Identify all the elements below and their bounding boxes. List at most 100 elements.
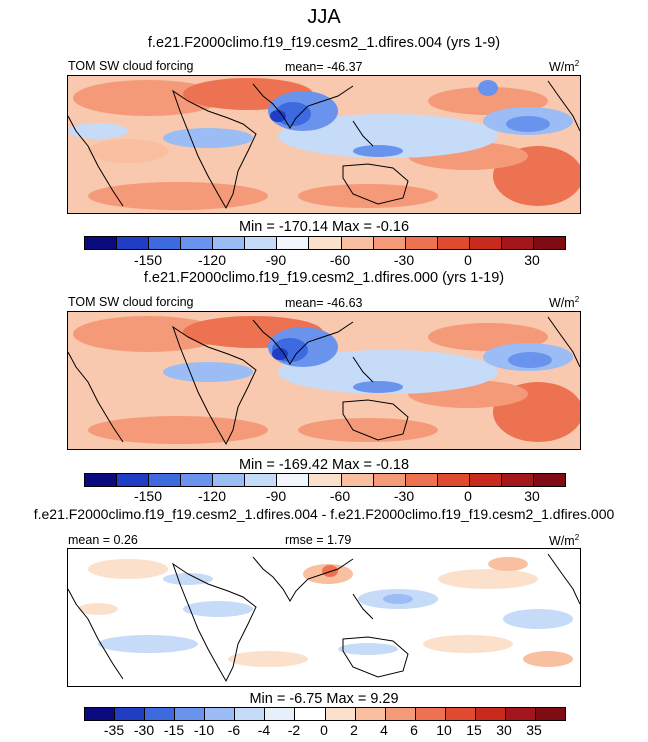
- colorbar-segment: [325, 708, 356, 720]
- panel3-minmax: Min = -6.75 Max = 9.29: [249, 691, 399, 707]
- colorbar-tick-label: -4: [257, 722, 271, 738]
- colorbar-segment: [277, 237, 310, 249]
- panel1-map: [67, 75, 581, 214]
- colorbar-segment: [437, 237, 470, 249]
- colorbar-segment: [85, 708, 116, 720]
- colorbar-segment: [309, 237, 342, 249]
- colorbar-segment: [355, 708, 386, 720]
- colorbar-segment: [181, 237, 214, 249]
- colorbar-segment: [385, 708, 416, 720]
- colorbar-tick-label: 4: [380, 722, 388, 738]
- colorbar-segment: [115, 708, 146, 720]
- colorbar-segment: [437, 474, 470, 486]
- panel2-colorbar: [84, 473, 566, 487]
- colorbar-tick-label: -60: [329, 488, 351, 504]
- panel3-mean-label: mean = 0.26: [68, 533, 138, 547]
- colorbar-tick-label: 35: [526, 722, 542, 738]
- colorbar-segment: [245, 474, 278, 486]
- panel3-rmse-label: rmse = 1.79: [285, 533, 352, 547]
- colorbar-segment: [265, 708, 296, 720]
- colorbar-tick-label: 0: [464, 252, 472, 268]
- colorbar-tick-label: 0: [320, 722, 328, 738]
- colorbar-tick-label: 10: [436, 722, 452, 738]
- panel1-colorbar: [84, 236, 566, 250]
- panel2-title: f.e21.F2000climo.f19_f19.cesm2_1.dfires.…: [143, 270, 505, 286]
- colorbar-tick-label: -15: [163, 722, 185, 738]
- colorbar-segment: [405, 474, 438, 486]
- colorbar-segment: [235, 708, 266, 720]
- colorbar-segment: [475, 708, 506, 720]
- colorbar-tick-label: 2: [350, 722, 358, 738]
- panel1-colorbar-ticks: -150 -120 -90 -60 -30 0 30: [84, 252, 564, 268]
- panel3-units: W/m2: [549, 533, 580, 549]
- colorbar-segment: [469, 474, 502, 486]
- colorbar-segment: [149, 237, 182, 249]
- colorbar-tick-label: -120: [197, 252, 227, 268]
- colorbar-segment: [117, 237, 150, 249]
- figure-title: JJA: [307, 6, 341, 28]
- panel2-units: W/m2: [549, 295, 580, 311]
- panel1-mean-label: mean= -46.37: [285, 60, 363, 74]
- colorbar-segment: [309, 474, 342, 486]
- colorbar-tick-label: -150: [133, 252, 163, 268]
- panel3-colorbar-ticks: -35 -30 -15 -10 -6 -4 -2 0 2 4 6 10 15 30 35: [84, 722, 564, 738]
- panel2-map: [67, 311, 581, 450]
- colorbar-segment: [505, 708, 536, 720]
- colorbar-segment: [295, 708, 326, 720]
- colorbar-tick-label: 30: [524, 252, 540, 268]
- panel2-colorbar-ticks: -150 -120 -90 -60 -30 0 30: [84, 488, 564, 504]
- colorbar-segment: [181, 474, 214, 486]
- panel2-minmax: Min = -169.42 Max = -0.18: [238, 457, 410, 473]
- colorbar-tick-label: 0: [464, 488, 472, 504]
- colorbar-tick-label: -30: [393, 488, 415, 504]
- colorbar-tick-label: -35: [103, 722, 125, 738]
- colorbar-segment: [501, 474, 534, 486]
- colorbar-segment: [533, 237, 565, 249]
- colorbar-tick-label: -150: [133, 488, 163, 504]
- colorbar-segment: [501, 237, 534, 249]
- colorbar-tick-label: -30: [133, 722, 155, 738]
- colorbar-segment: [145, 708, 176, 720]
- colorbar-tick-label: 15: [466, 722, 482, 738]
- colorbar-tick-label: -120: [197, 488, 227, 504]
- colorbar-segment: [245, 237, 278, 249]
- panel3-map: [67, 548, 581, 687]
- colorbar-segment: [175, 708, 206, 720]
- colorbar-segment: [373, 237, 406, 249]
- colorbar-segment: [469, 237, 502, 249]
- panel2-mean-label: mean= -46.63: [285, 296, 363, 310]
- colorbar-tick-label: 30: [496, 722, 512, 738]
- colorbar-tick-label: -2: [287, 722, 301, 738]
- colorbar-segment: [117, 474, 150, 486]
- panel1-title: f.e21.F2000climo.f19_f19.cesm2_1.dfires.…: [147, 35, 501, 51]
- colorbar-segment: [535, 708, 565, 720]
- panel1-variable-label: TOM SW cloud forcing: [68, 59, 194, 73]
- colorbar-segment: [341, 237, 374, 249]
- colorbar-segment: [149, 474, 182, 486]
- panel1-minmax: Min = -170.14 Max = -0.16: [238, 219, 410, 235]
- colorbar-segment: [85, 237, 118, 249]
- colorbar-segment: [373, 474, 406, 486]
- colorbar-tick-label: -10: [193, 722, 215, 738]
- colorbar-tick-label: 30: [524, 488, 540, 504]
- colorbar-segment: [85, 474, 118, 486]
- colorbar-segment: [415, 708, 446, 720]
- colorbar-segment: [445, 708, 476, 720]
- colorbar-tick-label: -90: [265, 252, 287, 268]
- colorbar-segment: [205, 708, 236, 720]
- panel1-units: W/m2: [549, 59, 580, 75]
- colorbar-segment: [277, 474, 310, 486]
- colorbar-segment: [213, 237, 246, 249]
- colorbar-tick-label: 6: [410, 722, 418, 738]
- panel2-variable-label: TOM SW cloud forcing: [68, 295, 194, 309]
- panel3-colorbar: [84, 707, 566, 721]
- colorbar-segment: [213, 474, 246, 486]
- colorbar-tick-label: -90: [265, 488, 287, 504]
- colorbar-tick-label: -6: [227, 722, 241, 738]
- colorbar-segment: [533, 474, 565, 486]
- colorbar-segment: [341, 474, 374, 486]
- colorbar-segment: [405, 237, 438, 249]
- colorbar-tick-label: -30: [393, 252, 415, 268]
- panel3-title: f.e21.F2000climo.f19_f19.cesm2_1.dfires.…: [33, 506, 615, 522]
- colorbar-tick-label: -60: [329, 252, 351, 268]
